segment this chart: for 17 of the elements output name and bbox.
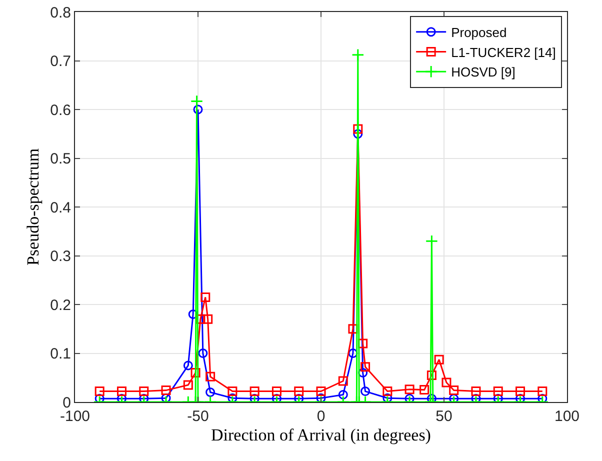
legend-label: Proposed bbox=[451, 24, 507, 40]
y-tick-label: 0.8 bbox=[50, 4, 71, 22]
x-tick-label: 0 bbox=[316, 408, 326, 425]
y-tick-label: 0.3 bbox=[50, 248, 71, 265]
x-tick-label: 100 bbox=[554, 408, 580, 425]
y-tick-label: 0.7 bbox=[50, 53, 71, 70]
y-tick-label: 0.5 bbox=[50, 150, 71, 168]
y-axis-title: Pseudo-spectrum bbox=[24, 148, 43, 266]
x-axis-title: Direction of Arrival (in degrees) bbox=[211, 425, 431, 444]
y-tick-label: 0.4 bbox=[50, 199, 71, 216]
x-tick-label: 50 bbox=[436, 408, 452, 425]
y-tick-label: 0.1 bbox=[50, 346, 71, 362]
legend-label: HOSVD [9] bbox=[451, 64, 516, 80]
legend-label: L1-TUCKER2 [14] bbox=[451, 44, 556, 60]
x-tick-label: -50 bbox=[187, 408, 209, 425]
y-tick-label: 0.2 bbox=[50, 296, 71, 314]
y-tick-label: 0.6 bbox=[50, 102, 71, 119]
